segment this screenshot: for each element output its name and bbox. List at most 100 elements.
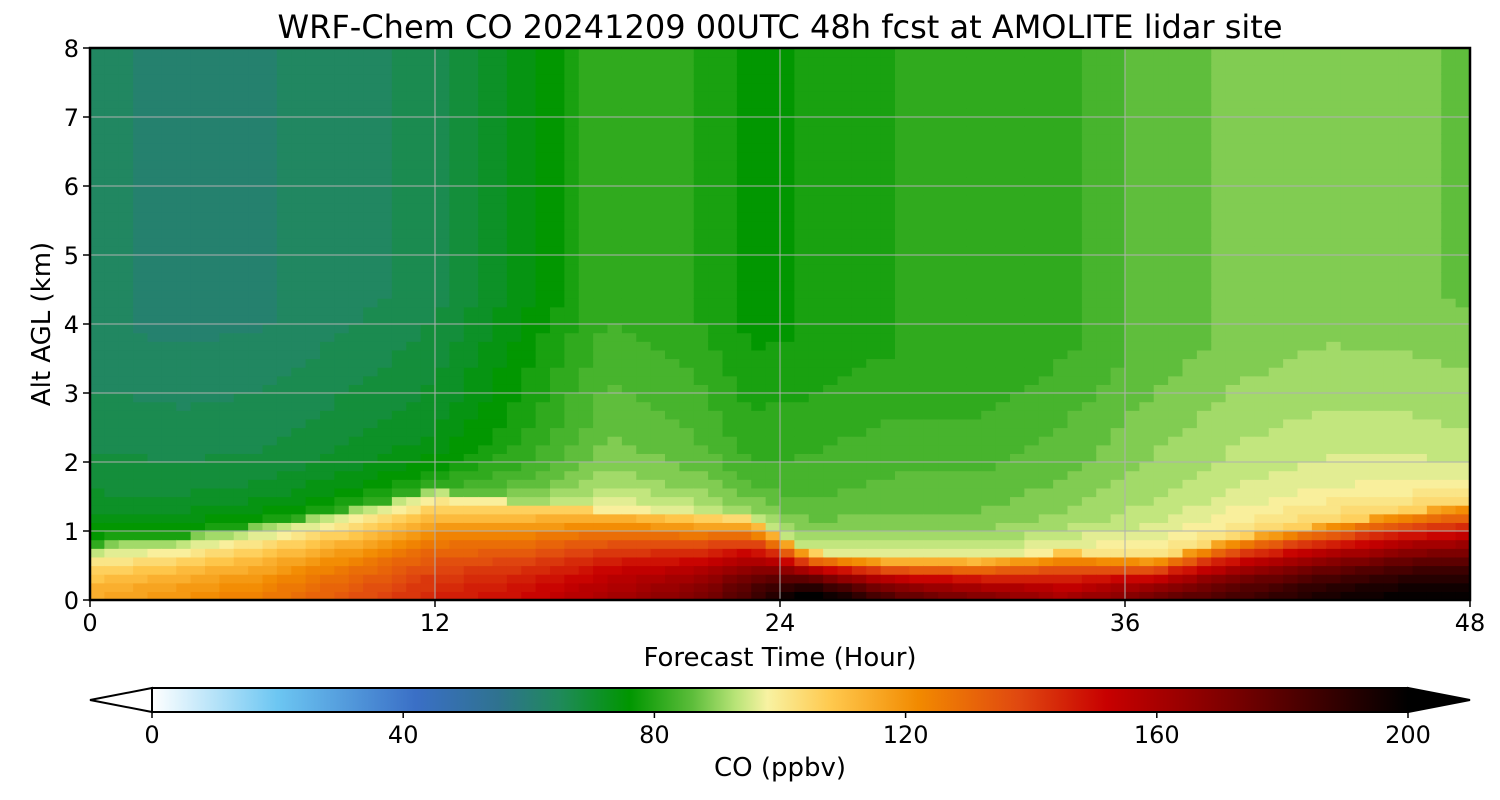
heatmap-cell bbox=[161, 134, 177, 144]
heatmap-cell bbox=[751, 298, 767, 308]
heatmap-cell bbox=[995, 65, 1011, 75]
heatmap-cell bbox=[607, 358, 623, 368]
heatmap-cell bbox=[291, 108, 307, 118]
heatmap-cell bbox=[406, 48, 422, 58]
heatmap-cell bbox=[305, 56, 321, 66]
heatmap-cell bbox=[995, 211, 1011, 222]
heatmap-cell bbox=[176, 160, 192, 170]
heatmap-cell bbox=[1067, 194, 1083, 204]
heatmap-cell bbox=[621, 125, 637, 135]
heatmap-cell bbox=[780, 65, 795, 75]
heatmap-cell bbox=[118, 358, 134, 368]
heatmap-cell bbox=[147, 496, 163, 506]
heatmap-cell bbox=[808, 505, 824, 515]
heatmap-cell bbox=[262, 410, 278, 420]
heatmap-cell bbox=[161, 427, 177, 437]
heatmap-cell bbox=[1153, 358, 1169, 368]
heatmap-cell bbox=[880, 410, 896, 420]
heatmap-cell bbox=[305, 574, 321, 584]
heatmap-cell bbox=[909, 591, 925, 600]
heatmap-cell bbox=[492, 255, 508, 265]
heatmap-cell bbox=[1081, 505, 1097, 515]
heatmap-cell bbox=[377, 531, 393, 541]
heatmap-cell bbox=[219, 99, 235, 109]
heatmap-cell bbox=[1168, 427, 1184, 437]
heatmap-cell bbox=[736, 496, 752, 506]
heatmap-cell bbox=[895, 479, 910, 489]
heatmap-cell bbox=[176, 134, 192, 144]
heatmap-cell bbox=[262, 539, 278, 549]
heatmap-cell bbox=[406, 306, 422, 316]
heatmap-cell bbox=[1010, 91, 1025, 101]
heatmap-cell bbox=[851, 427, 867, 437]
heatmap-cell bbox=[1139, 315, 1155, 325]
heatmap-cell bbox=[593, 453, 609, 463]
heatmap-cell bbox=[880, 324, 896, 334]
heatmap-cell bbox=[938, 418, 954, 429]
heatmap-cell bbox=[808, 306, 824, 316]
heatmap-cell bbox=[1038, 65, 1054, 75]
heatmap-cell bbox=[161, 255, 177, 265]
heatmap-cell bbox=[190, 306, 206, 316]
heatmap-cell bbox=[722, 65, 738, 75]
heatmap-cell bbox=[435, 91, 450, 101]
heatmap-cell bbox=[1110, 565, 1126, 575]
heatmap-cell bbox=[506, 324, 522, 334]
heatmap-cell bbox=[650, 513, 666, 523]
heatmap-cell bbox=[607, 393, 623, 403]
heatmap-cell bbox=[176, 168, 192, 178]
heatmap-cell bbox=[1168, 194, 1184, 204]
heatmap-cell bbox=[1168, 582, 1184, 592]
heatmap-cell bbox=[1067, 117, 1083, 127]
heatmap-cell bbox=[794, 151, 810, 161]
heatmap-cell bbox=[90, 220, 105, 230]
heatmap-cell bbox=[708, 306, 724, 316]
heatmap-cell bbox=[693, 548, 709, 558]
heatmap-cell bbox=[320, 168, 335, 178]
heatmap-cell bbox=[506, 479, 522, 489]
heatmap-cell bbox=[550, 556, 565, 567]
heatmap-cell bbox=[334, 531, 350, 541]
heatmap-cell bbox=[909, 315, 925, 325]
heatmap-cell bbox=[190, 263, 206, 273]
heatmap-cell bbox=[693, 324, 709, 334]
heatmap-cell bbox=[320, 401, 335, 411]
heatmap-cell bbox=[506, 367, 522, 377]
heatmap-cell bbox=[291, 73, 307, 84]
heatmap-cell bbox=[851, 556, 867, 567]
heatmap-cell bbox=[895, 531, 910, 541]
heatmap-cell bbox=[1010, 142, 1025, 153]
heatmap-cell bbox=[449, 358, 465, 368]
heatmap-cell bbox=[1153, 418, 1169, 429]
heatmap-cell bbox=[938, 358, 954, 368]
heatmap-cell bbox=[1110, 453, 1126, 463]
heatmap-cell bbox=[679, 582, 695, 592]
heatmap-cell bbox=[593, 91, 609, 101]
heatmap-cell bbox=[1010, 125, 1025, 135]
heatmap-cell bbox=[420, 298, 436, 308]
heatmap-cell bbox=[823, 522, 839, 532]
heatmap-cell bbox=[880, 306, 896, 316]
heatmap-cell bbox=[161, 496, 177, 506]
heatmap-cell bbox=[708, 177, 724, 187]
heatmap-cell bbox=[478, 358, 494, 368]
heatmap-cell bbox=[751, 194, 767, 204]
heatmap-cell bbox=[305, 375, 321, 385]
heatmap-cell bbox=[348, 177, 364, 187]
heatmap-cell bbox=[233, 168, 249, 178]
heatmap-cell bbox=[406, 73, 422, 84]
heatmap-cell bbox=[981, 108, 997, 118]
heatmap-cell bbox=[506, 99, 522, 109]
heatmap-cell bbox=[334, 246, 350, 256]
heatmap-cell bbox=[1010, 539, 1025, 549]
heatmap-cell bbox=[823, 289, 839, 299]
heatmap-cell bbox=[593, 125, 609, 135]
heatmap-cell bbox=[866, 418, 882, 429]
heatmap-cell bbox=[190, 358, 206, 368]
heatmap-cell bbox=[981, 211, 997, 222]
heatmap-cell bbox=[851, 99, 867, 109]
heatmap-cell bbox=[880, 358, 896, 368]
heatmap-cell bbox=[966, 349, 982, 360]
heatmap-cell bbox=[607, 479, 623, 489]
